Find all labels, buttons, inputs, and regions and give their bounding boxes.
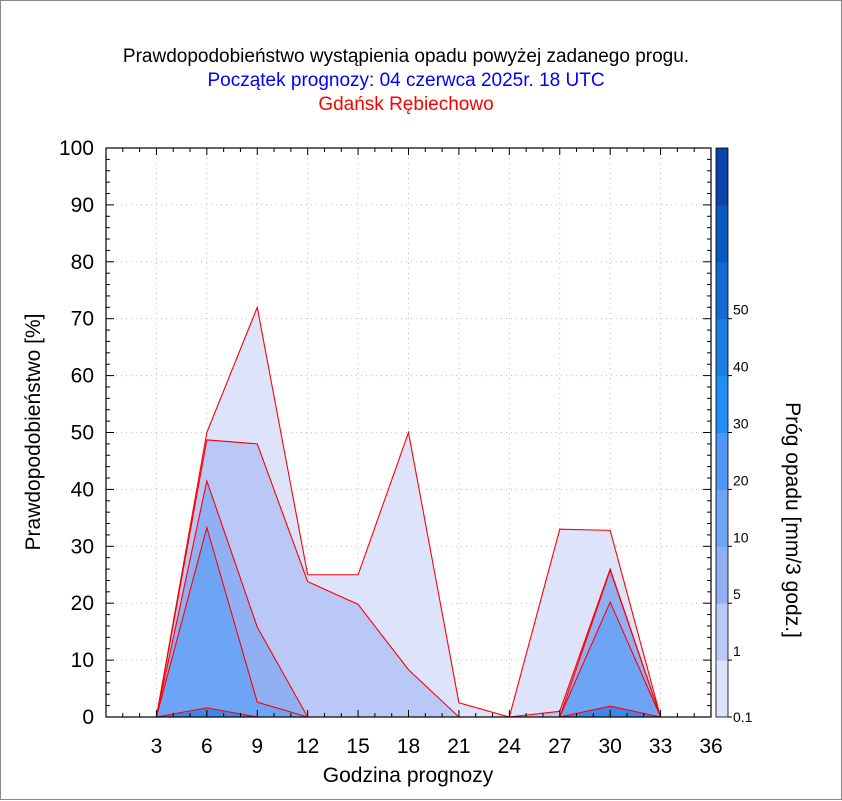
area-outline-1 [155,439,662,718]
colorbar-segment-9 [716,148,728,206]
x-tick-label-10: 33 [649,735,672,758]
colorbar-tick-label-5: 30 [733,416,749,432]
y-tick-label-1: 10 [71,649,94,672]
colorbar-tick-label-2: 5 [733,586,741,602]
x-tick-label-2: 9 [251,735,263,758]
y-tick-label-3: 30 [71,535,94,558]
colorbar-segment-5 [716,375,728,433]
area-series-1 [156,439,661,717]
chart-subtitle: Początek prognozy: 04 czerwca 2025r. 18 … [207,70,604,91]
colorbar-segment-2 [716,546,728,604]
colorbar-tick-label-3: 10 [733,529,749,545]
colorbar: 0.1 1 5 10 20 30 40 50 [715,147,753,725]
y-tick-label-2: 20 [71,592,94,615]
y-tick-label-6: 60 [71,365,94,388]
x-tick-label-9: 30 [598,735,621,758]
colorbar-tick-label-6: 40 [733,359,749,375]
x-tick-label-0: 3 [151,735,163,758]
colorbar-tick-label-4: 20 [733,472,749,488]
y-tick-label-0: 0 [82,706,94,729]
y-tick-label-9: 90 [71,194,94,217]
colorbar-label: Próg opadu [mm/3 godz.] [781,402,804,638]
x-tick-label-5: 18 [397,735,420,758]
x-axis-label: Godzina prognozy [323,764,494,787]
x-axis-ticks: 3 6 9 12 15 18 21 24 27 30 33 36 [105,148,723,758]
y-axis-label: Prawdopodobieństwo [%] [22,314,45,551]
x-tick-label-11: 36 [699,735,722,758]
x-tick-label-1: 6 [201,735,213,758]
x-tick-label-4: 15 [346,735,369,758]
y-tick-label-7: 70 [71,308,94,331]
colorbar-tick-label-7: 50 [733,302,749,318]
area-series-10 [156,527,661,717]
x-tick-label-3: 12 [296,735,319,758]
x-tick-label-6: 21 [447,735,470,758]
colorbar-segment-3 [716,489,728,547]
chart-title: Prawdopodobieństwo wystąpienia opadu pow… [123,46,689,67]
colorbar-segment-6 [716,318,728,377]
y-axis-ticks: 0 10 20 30 40 50 60 70 80 90 100 [59,137,711,729]
chart-location: Gdańsk Rębiechowo [318,94,493,115]
colorbar-tick-label-0: 0.1 [733,709,753,725]
x-tick-label-7: 24 [498,735,522,758]
colorbar-segment-4 [716,432,728,490]
colorbar-tick-label-1: 1 [733,643,741,659]
colorbar-segment-8 [716,204,728,263]
y-tick-label-10: 100 [59,137,94,160]
colorbar-segment-7 [716,261,728,320]
area-series [155,305,662,718]
area-outline-0.1 [155,305,662,718]
y-tick-label-5: 50 [71,422,94,445]
y-tick-label-4: 40 [71,478,94,501]
y-tick-label-8: 80 [71,251,94,274]
colorbar-segment-1 [716,603,728,661]
x-tick-label-8: 27 [548,735,571,758]
colorbar-segment-0 [716,660,728,718]
